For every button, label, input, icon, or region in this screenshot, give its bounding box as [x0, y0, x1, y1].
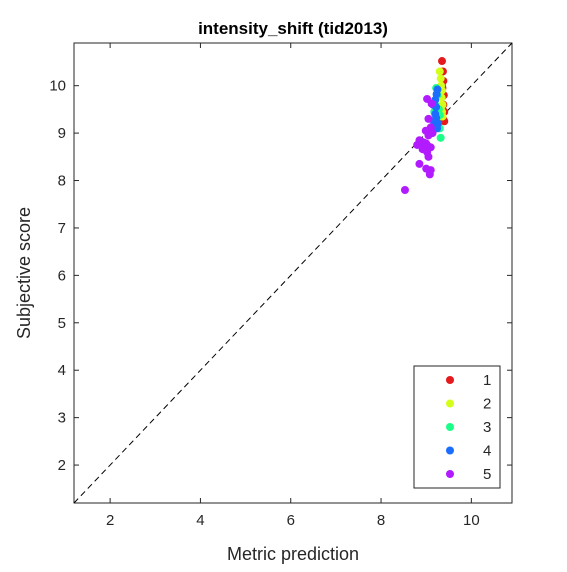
point-series-5 — [415, 159, 424, 168]
y-tick-label: 7 — [58, 220, 66, 237]
y-tick-label: 5 — [58, 315, 66, 332]
legend-marker-1 — [446, 376, 454, 384]
legend-label-1: 1 — [483, 372, 491, 389]
y-tick-label: 4 — [58, 362, 66, 379]
y-tick-label: 10 — [49, 78, 66, 95]
x-axis-label: Metric prediction — [227, 544, 359, 564]
y-axis-ticks: 2 3 4 5 6 7 8 9 10 — [49, 78, 512, 474]
point-series-3 — [436, 133, 445, 142]
y-axis-label: Subjective score — [14, 207, 34, 339]
data-points — [400, 57, 449, 195]
x-axis-ticks: 2 4 6 8 10 — [106, 43, 480, 529]
point-series-5 — [400, 186, 409, 195]
legend-label-2: 2 — [483, 396, 491, 413]
x-tick-label: 10 — [463, 512, 480, 529]
point-series-5 — [424, 114, 433, 123]
y-tick-label: 2 — [58, 457, 66, 474]
point-series-5 — [413, 140, 422, 149]
legend-marker-4 — [446, 446, 454, 455]
point-series-5 — [424, 152, 433, 161]
y-tick-label: 8 — [58, 173, 66, 190]
point-series-2 — [435, 67, 444, 76]
chart-title: intensity_shift (tid2013) — [198, 19, 388, 38]
legend-box — [413, 365, 501, 489]
y-tick-label: 9 — [58, 125, 66, 142]
legend-label-5: 5 — [483, 466, 491, 483]
point-series-5 — [424, 131, 433, 140]
x-tick-label: 8 — [377, 512, 385, 529]
point-series-5 — [427, 99, 436, 108]
y-tick-label: 6 — [58, 267, 66, 284]
identity-reference-line — [73, 42, 513, 504]
y-tick-label: 3 — [58, 410, 66, 427]
x-tick-label: 6 — [287, 512, 295, 529]
point-series-2 — [436, 74, 445, 83]
legend-marker-2 — [446, 399, 454, 408]
legend-marker-5 — [446, 470, 454, 478]
x-tick-label: 2 — [106, 512, 114, 529]
legend: 1 2 3 4 5 — [413, 365, 501, 489]
legend-marker-3 — [446, 423, 454, 431]
point-series-1 — [438, 57, 447, 66]
point-series-5 — [425, 170, 434, 179]
x-tick-label: 4 — [196, 512, 204, 529]
legend-label-3: 3 — [483, 419, 491, 436]
legend-label-4: 4 — [483, 443, 491, 460]
